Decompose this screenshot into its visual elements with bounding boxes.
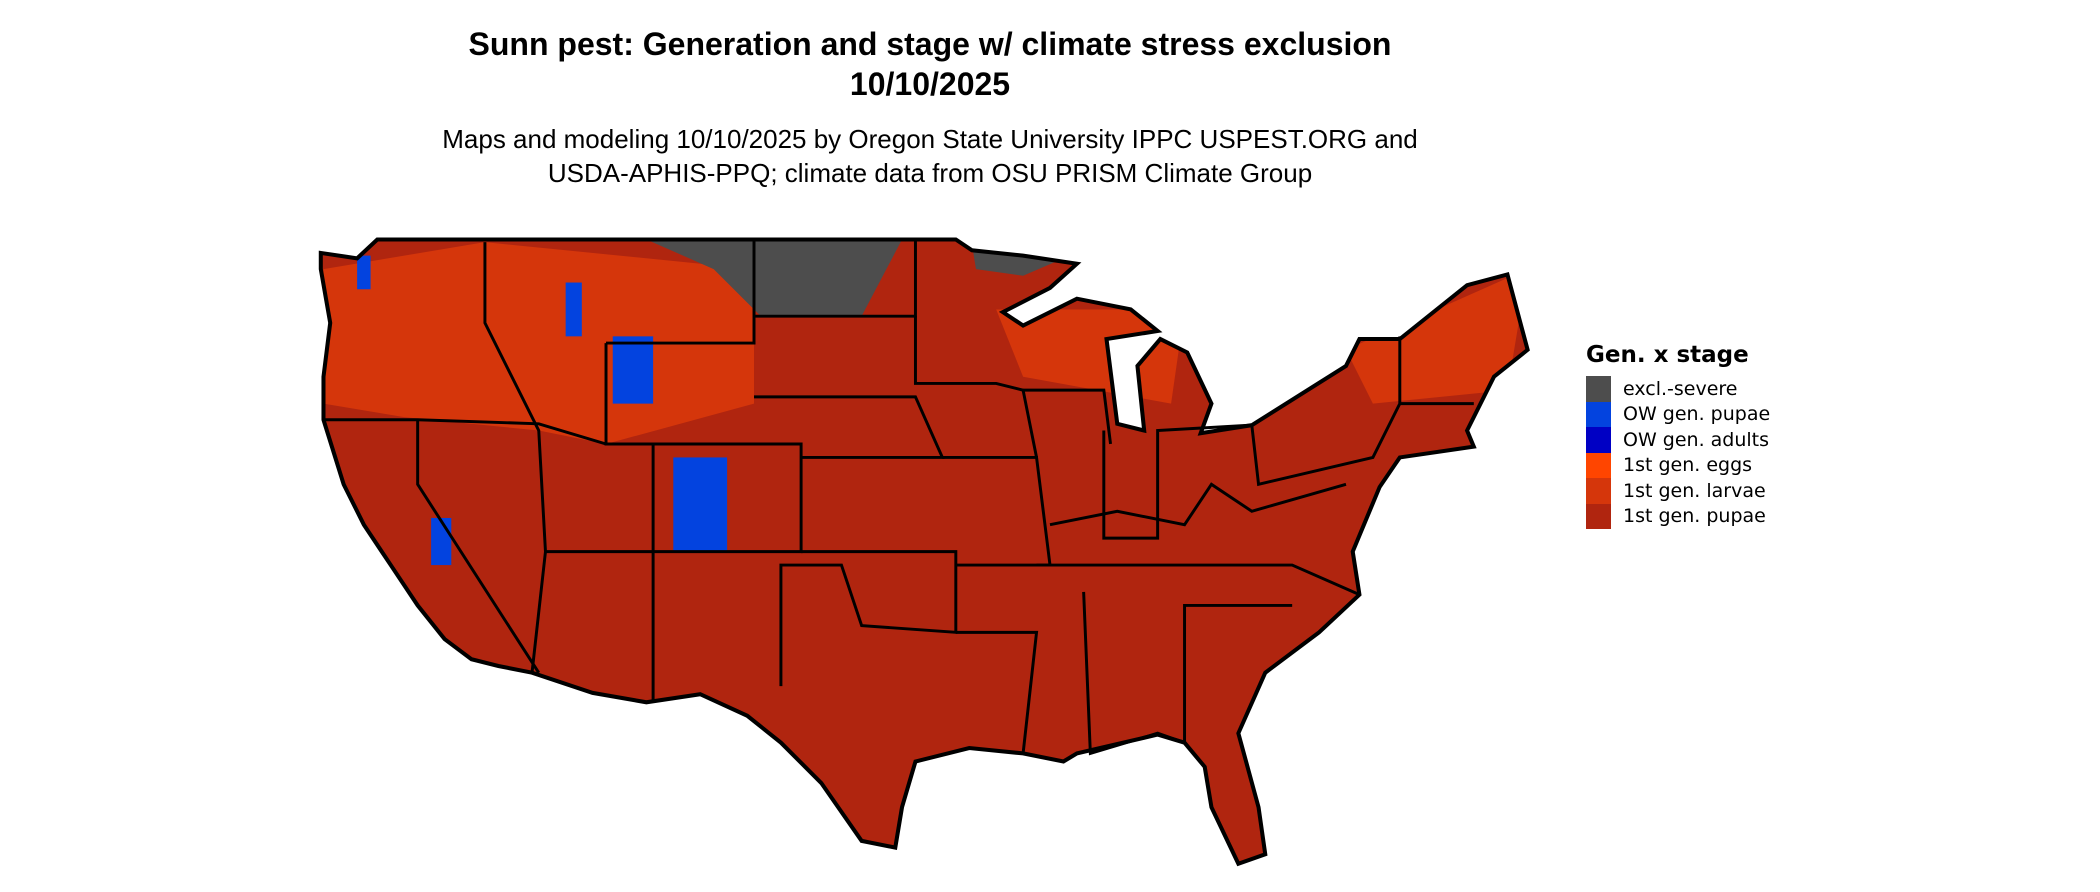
legend-label: 1st gen. eggs xyxy=(1623,454,1753,477)
legend-item: excl.-severe xyxy=(1586,376,1770,402)
larvae-region xyxy=(1345,269,1528,404)
legend-swatch xyxy=(1586,478,1611,504)
legend-label: excl.-severe xyxy=(1623,377,1738,400)
legend-swatch xyxy=(1586,401,1611,427)
excluded-region xyxy=(646,239,903,317)
legend-title: Gen. x stage xyxy=(1586,342,1749,368)
subtitle-line-2: USDA-APHIS-PPQ; climate data from OSU PR… xyxy=(547,158,1313,188)
map-date: 10/10/2025 xyxy=(849,66,1011,102)
legend-item: 1st gen. larvae xyxy=(1586,478,1770,504)
map-title: Sunn pest: Generation and stage w/ clima… xyxy=(468,26,1392,62)
ow-pupae-patches xyxy=(357,255,728,566)
legend-label: OW gen. adults xyxy=(1623,428,1770,451)
legend-item: OW gen. adults xyxy=(1586,427,1770,453)
legend-swatch xyxy=(1586,427,1611,453)
legend-label: OW gen. pupae xyxy=(1623,403,1771,426)
legend-swatch xyxy=(1586,503,1611,529)
legend: Gen. x stage excl.-severe OW gen. pupae OW… xyxy=(1586,342,1770,529)
legend-swatch xyxy=(1586,376,1611,402)
legend-item: 1st gen. pupae xyxy=(1586,503,1770,529)
legend-label: 1st gen. larvae xyxy=(1623,479,1766,502)
state-borders xyxy=(323,239,1474,756)
legend-item: OW gen. pupae xyxy=(1586,401,1771,427)
legend-label: 1st gen. pupae xyxy=(1623,505,1766,528)
legend-item: 1st gen. eggs xyxy=(1586,452,1770,478)
subtitle-line-1: Maps and modeling 10/10/2025 by Oregon S… xyxy=(442,124,1418,154)
legend-swatch xyxy=(1586,452,1611,478)
